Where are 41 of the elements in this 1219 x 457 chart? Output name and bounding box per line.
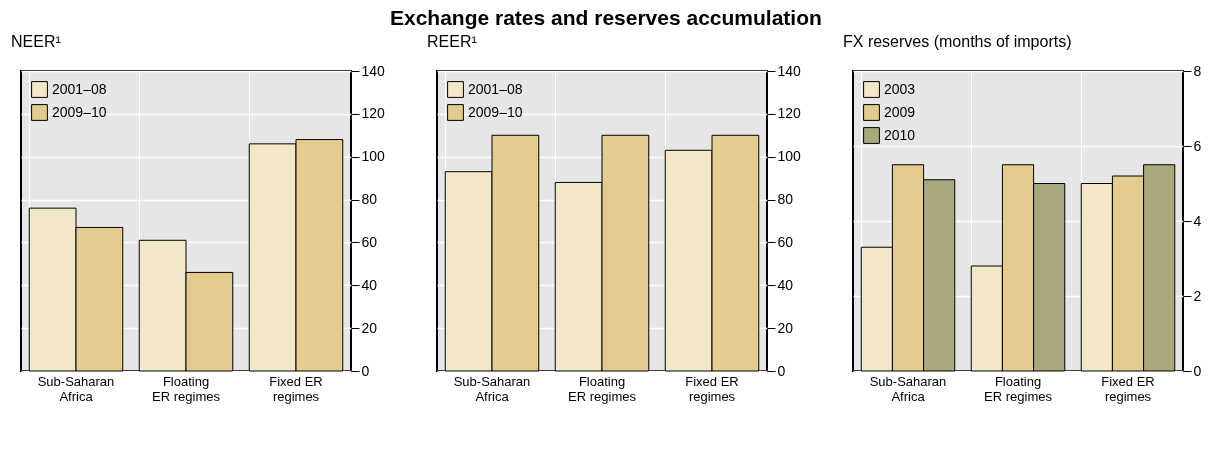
y-tick-label: 8 bbox=[1193, 62, 1202, 79]
legend-label: 2009 bbox=[884, 103, 916, 120]
text: Exchange rates and reserves accumulation bbox=[389, 6, 822, 29]
x-tick-label: Fixed ER regimes bbox=[269, 373, 323, 404]
chart-title: FX reserves (months of imports) bbox=[843, 33, 1072, 50]
y-tick-label: 60 bbox=[361, 233, 378, 250]
legend-label: 2003 bbox=[884, 80, 916, 97]
legend-label: 2010 bbox=[884, 126, 916, 143]
x-tick-label: Fixed ER regimes bbox=[685, 373, 739, 404]
y-tick-label: 120 bbox=[777, 105, 802, 122]
y-tick-label: 0 bbox=[361, 362, 370, 379]
y-tick-label: 140 bbox=[777, 62, 802, 79]
y-tick-label: 0 bbox=[777, 362, 786, 379]
x-tick-label: Sub-Saharan Africa bbox=[453, 373, 531, 404]
y-tick-label: 60 bbox=[777, 233, 794, 250]
x-tick-label: Fixed ER regimes bbox=[1101, 373, 1155, 404]
chart-title: NEER¹ bbox=[11, 33, 61, 50]
y-tick-label: 100 bbox=[777, 148, 802, 165]
y-tick-label: 6 bbox=[1193, 137, 1202, 154]
y-tick-label: 40 bbox=[361, 276, 378, 293]
y-tick-label: 100 bbox=[361, 148, 386, 165]
y-tick-label: 20 bbox=[361, 319, 378, 336]
y-tick-label: 20 bbox=[777, 319, 794, 336]
y-tick-label: 140 bbox=[361, 62, 386, 79]
x-tick-label: Sub-Saharan Africa bbox=[869, 373, 947, 404]
y-tick-label: 40 bbox=[777, 276, 794, 293]
legend-label: 2001–08 bbox=[468, 80, 523, 97]
chart-title: REER¹ bbox=[427, 33, 477, 50]
y-tick-label: 0 bbox=[1193, 362, 1202, 379]
y-tick-label: 120 bbox=[361, 105, 386, 122]
y-tick-label: 4 bbox=[1193, 212, 1202, 229]
legend-label: 2001–08 bbox=[52, 80, 107, 97]
y-tick-label: 2 bbox=[1193, 287, 1202, 304]
legend-label: 2009–10 bbox=[468, 103, 523, 120]
y-tick-label: 80 bbox=[361, 191, 378, 208]
x-tick-label: Floating ER regimes bbox=[152, 373, 221, 404]
legend-label: 2009–10 bbox=[52, 103, 107, 120]
y-tick-label: 80 bbox=[777, 191, 794, 208]
x-tick-label: Floating ER regimes bbox=[984, 373, 1053, 404]
x-tick-label: Sub-Saharan Africa bbox=[37, 373, 115, 404]
x-tick-label: Floating ER regimes bbox=[568, 373, 637, 404]
